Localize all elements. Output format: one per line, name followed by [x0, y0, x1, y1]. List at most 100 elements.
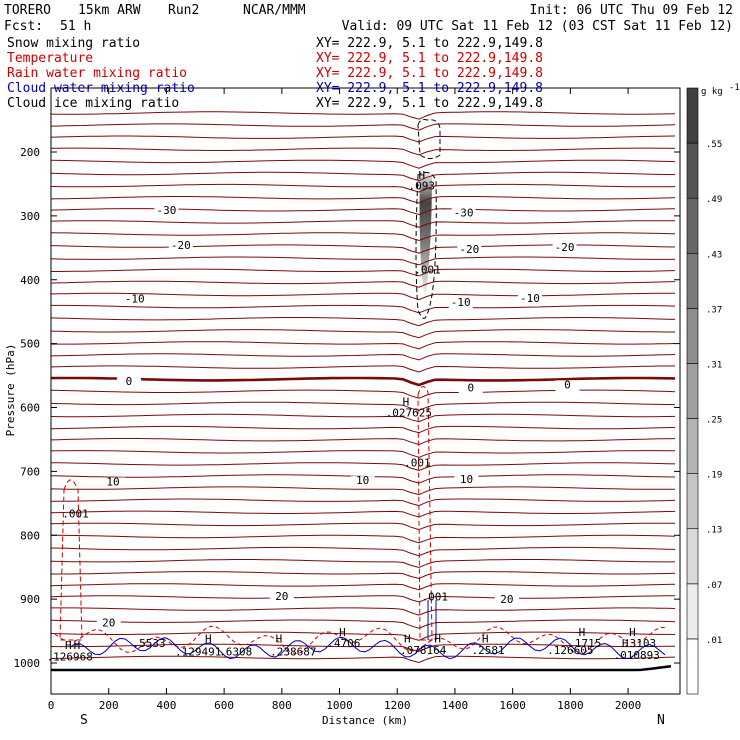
- isotherm-line: [50, 208, 676, 216]
- field-label: .2581: [472, 644, 505, 657]
- snow-shading: [419, 170, 432, 300]
- valid-time: Valid: 09 UTC Sat 11 Feb 12 (03 CST Sat …: [342, 19, 733, 34]
- label-backing: [494, 594, 519, 606]
- isotherm-line: [50, 159, 676, 169]
- label-backing: [552, 243, 577, 255]
- isotherm-line: [50, 232, 676, 242]
- colorbar-tick-label: .37: [706, 305, 722, 315]
- field-label: H: [629, 626, 636, 639]
- cloud-water-contour: [427, 600, 437, 640]
- isotherm-line: [50, 244, 676, 254]
- label-backing: [454, 474, 479, 486]
- cloud-water-contour: [69, 636, 666, 660]
- legend-xy: XY= 222.9, 5.1 to 222.9,149.8: [316, 96, 543, 111]
- temperature-contours: [50, 111, 676, 672]
- label-backing: [451, 208, 476, 220]
- y-tick-label: 900: [20, 593, 40, 606]
- isotherm-line: [50, 147, 676, 156]
- isotherm-line: [50, 123, 676, 131]
- isotherm-line: [50, 329, 675, 339]
- label-backing: [350, 476, 375, 488]
- isotherm-line: [50, 292, 675, 301]
- forecast-hours: 51 h: [60, 19, 91, 34]
- isotherm-line: [50, 450, 676, 458]
- colorbar-segment: [686, 473, 699, 530]
- axes: 0 200 400 600 800 1000 1200 1400 1600 1800 2000200…: [14, 88, 680, 712]
- colorbar-unit-exponent: -1: [729, 83, 740, 93]
- x-tick-label: 0: [48, 699, 55, 712]
- y-tick-label: 400: [20, 274, 40, 287]
- field-label: .093: [409, 180, 436, 193]
- colorbar-segment: [686, 197, 699, 254]
- x-tick-label: 1400: [442, 699, 469, 712]
- rain-contour: [54, 625, 668, 655]
- isotherm-label: -30: [454, 207, 474, 220]
- isotherm-line: [51, 341, 676, 350]
- snow-column-fill: [419, 170, 432, 300]
- resolution: 15km ARW: [78, 3, 141, 18]
- y-tick-label: 1000: [14, 657, 41, 670]
- field-label: .126968: [47, 650, 93, 663]
- run-label: Run2: [168, 3, 199, 18]
- field-label: .001: [421, 590, 448, 603]
- isotherm-line: [50, 546, 676, 557]
- isotherm-line: [50, 522, 676, 531]
- field-label: .238687: [270, 645, 316, 658]
- isotherm-line: [50, 401, 676, 412]
- label-backing: [168, 241, 193, 253]
- legend-entry: Temperature: [7, 51, 93, 66]
- isotherm-label: 0: [126, 375, 133, 388]
- y-tick-label: 200: [20, 146, 40, 159]
- y-tick-label: 600: [20, 402, 40, 415]
- isotherm-line: [51, 268, 676, 277]
- label-backing: [269, 591, 294, 603]
- label-backing: [448, 297, 473, 309]
- isotherm-line: [50, 425, 676, 434]
- isotherm-line: [50, 111, 676, 120]
- isotherm-label: -10: [451, 296, 471, 309]
- isotherm-label: 20: [102, 617, 115, 630]
- isotherm-line: [51, 571, 676, 580]
- colorbar-tick-label: .55: [706, 140, 722, 150]
- cloud-ice-contour: [417, 119, 441, 159]
- field-label: .126605: [547, 644, 593, 657]
- field-label: H: [65, 639, 72, 652]
- mixing-ratio-contours: [54, 119, 668, 660]
- y-tick-label: 500: [20, 338, 40, 351]
- field-label: .001: [62, 507, 89, 520]
- colorbar-segment: [686, 252, 699, 309]
- field-label: H: [74, 639, 81, 652]
- label-backing: [555, 380, 580, 392]
- x-tick-label: 600: [214, 699, 234, 712]
- isotherm-label: 10: [460, 473, 473, 486]
- isotherm-line: [50, 619, 676, 629]
- legend-xy: XY= 222.9, 5.1 to 222.9,149.8: [316, 51, 543, 66]
- north-label: N: [657, 713, 665, 728]
- colorbar-tick-label: .13: [706, 526, 722, 536]
- isotherm-label: 20: [500, 593, 513, 606]
- legend-xy: XY= 222.9, 5.1 to 222.9,149.8: [316, 66, 543, 81]
- colorbar-tick-label: .31: [706, 360, 722, 370]
- field-label: .078164: [400, 644, 447, 657]
- plot-frame: [50, 87, 681, 695]
- isotherm-label: -20: [459, 243, 479, 256]
- isotherm-line: [50, 595, 675, 603]
- x-tick-label: 1600: [499, 699, 526, 712]
- y-tick-label: 300: [20, 210, 40, 223]
- field-label: H: [418, 169, 425, 182]
- field-label: .027625: [386, 406, 432, 419]
- isotherm-line: [50, 196, 676, 204]
- colorbar-tick-label: .01: [706, 636, 722, 646]
- org-label: NCAR/MMM: [243, 3, 306, 18]
- isotherm-line: [50, 631, 676, 641]
- x-tick-label: 2000: [615, 699, 642, 712]
- init-time: Init: 06 UTC Thu 09 Feb 12: [530, 3, 734, 18]
- x-tick-label: 200: [99, 699, 119, 712]
- field-label: .5533: [133, 637, 166, 650]
- isotherm-line: [50, 655, 676, 664]
- colorbar-unit: g kg: [701, 87, 723, 97]
- field-label: H: [339, 626, 346, 639]
- colorbar-tick-label: .43: [706, 250, 722, 260]
- field-label: .6308: [219, 645, 252, 658]
